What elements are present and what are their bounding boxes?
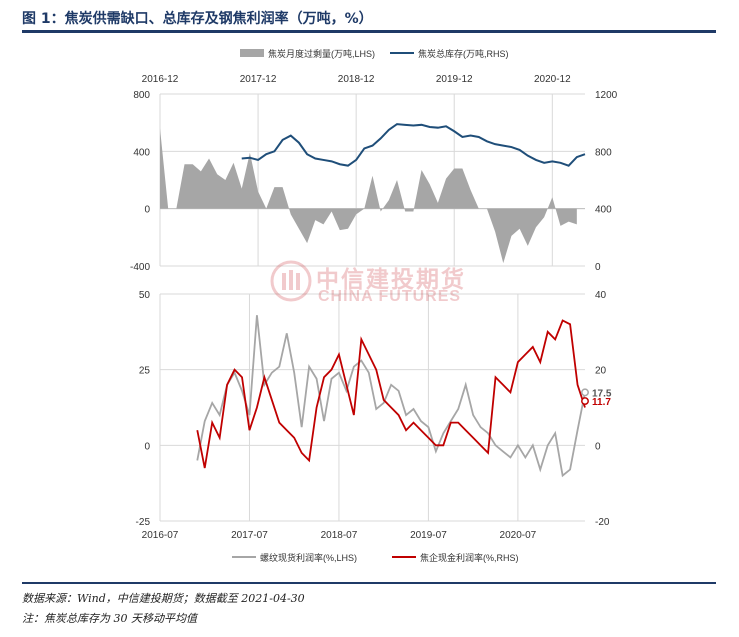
legend-label-gap: 焦炭月度过剩量(万吨,LHS) (268, 48, 375, 59)
watermark: 中信建投期货 CHINA FUTURES (266, 258, 476, 308)
bottom-left-tick-label: -25 (136, 517, 151, 528)
bottom-grid (159, 293, 585, 522)
top-right-axis-ticks: 0 400 800 1200 (595, 90, 618, 273)
bottom-x-tick-label: 2017-07 (231, 530, 268, 541)
legend-label-inventory: 焦炭总库存(万吨,RHS) (418, 48, 509, 59)
footnote: 注：焦炭总库存为 30 天移动平均值 (22, 612, 197, 625)
top-x-tick-label: 2016-12 (142, 74, 179, 85)
top-left-tick-label: 400 (133, 147, 150, 158)
top-right-tick-label: 800 (595, 147, 612, 158)
coke-end-label: 11.7 (592, 397, 611, 408)
top-x-tick-label: 2020-12 (534, 74, 571, 85)
figure-title: 图 1：焦炭供需缺口、总库存及钢焦利润率（万吨，%） (22, 11, 373, 27)
bottom-x-tick-label: 2016-07 (142, 530, 179, 541)
gap-area (160, 128, 577, 264)
bottom-right-tick-label: 20 (595, 366, 607, 377)
bottom-left-tick-label: 50 (139, 290, 151, 301)
coke-end-marker (581, 397, 589, 406)
legend-label-rebar: 螺纹现货利润率(%,LHS) (260, 552, 357, 563)
top-left-tick-label: 800 (133, 90, 150, 101)
watermark-cn: 中信建投期货 (316, 267, 466, 293)
top-legend: 焦炭月度过剩量(万吨,LHS) 焦炭总库存(万吨,RHS) (240, 48, 509, 59)
bottom-x-tick-labels: 2016-07 2017-07 2018-07 2019-07 2020-07 (142, 530, 537, 541)
watermark-logo (270, 260, 312, 302)
legend-label-coke: 焦企现金利润率(%,RHS) (420, 552, 519, 563)
bottom-right-tick-label: 40 (595, 290, 607, 301)
bottom-left-tick-label: 0 (144, 441, 150, 452)
watermark-en: CHINA FUTURES (318, 288, 462, 305)
source-note: 数据来源：Wind，中信建投期货；数据截至 2021-04-30 (22, 592, 305, 605)
title-rule (22, 30, 716, 33)
bottom-left-tick-label: 25 (139, 366, 151, 377)
top-right-tick-label: 1200 (595, 90, 618, 101)
rebar-end-label: 17.5 (592, 388, 612, 399)
gap-area-series (160, 128, 577, 264)
footer-rule (22, 582, 716, 584)
bottom-right-tick-label: 0 (595, 441, 601, 452)
top-right-tick-label: 0 (595, 262, 601, 273)
top-x-tick-label: 2017-12 (240, 74, 277, 85)
bottom-annotations: 17.511.7 (581, 388, 612, 408)
bottom-x-tick-label: 2020-07 (500, 530, 537, 541)
bottom-x-tick-label: 2019-07 (410, 530, 447, 541)
inventory-line (241, 123, 586, 167)
rebar-profit-series (196, 315, 586, 478)
bottom-legend: 螺纹现货利润率(%,LHS) 焦企现金利润率(%,RHS) (232, 552, 519, 563)
top-left-tick-label: -400 (130, 262, 150, 273)
rebar-line (196, 315, 586, 478)
coke-profit-series (196, 319, 586, 469)
top-x-tick-labels: 2016-12 2017-12 2018-12 2019-12 2020-12 (142, 74, 571, 85)
bottom-right-axis-ticks: -20 0 20 40 (595, 290, 610, 528)
bottom-left-axis-ticks: -25 0 25 50 (136, 290, 151, 528)
top-left-axis-ticks: -400 0 400 800 (130, 90, 150, 273)
top-x-tick-label: 2018-12 (338, 74, 375, 85)
coke-line (196, 319, 586, 469)
rebar-end-marker (581, 388, 589, 397)
inventory-line-series (241, 123, 586, 167)
bottom-right-tick-label: -20 (595, 517, 610, 528)
legend-swatch-gap (240, 49, 264, 57)
top-x-tick-label: 2019-12 (436, 74, 473, 85)
top-left-tick-label: 0 (144, 205, 150, 216)
top-right-tick-label: 400 (595, 205, 612, 216)
bottom-x-tick-label: 2018-07 (321, 530, 358, 541)
